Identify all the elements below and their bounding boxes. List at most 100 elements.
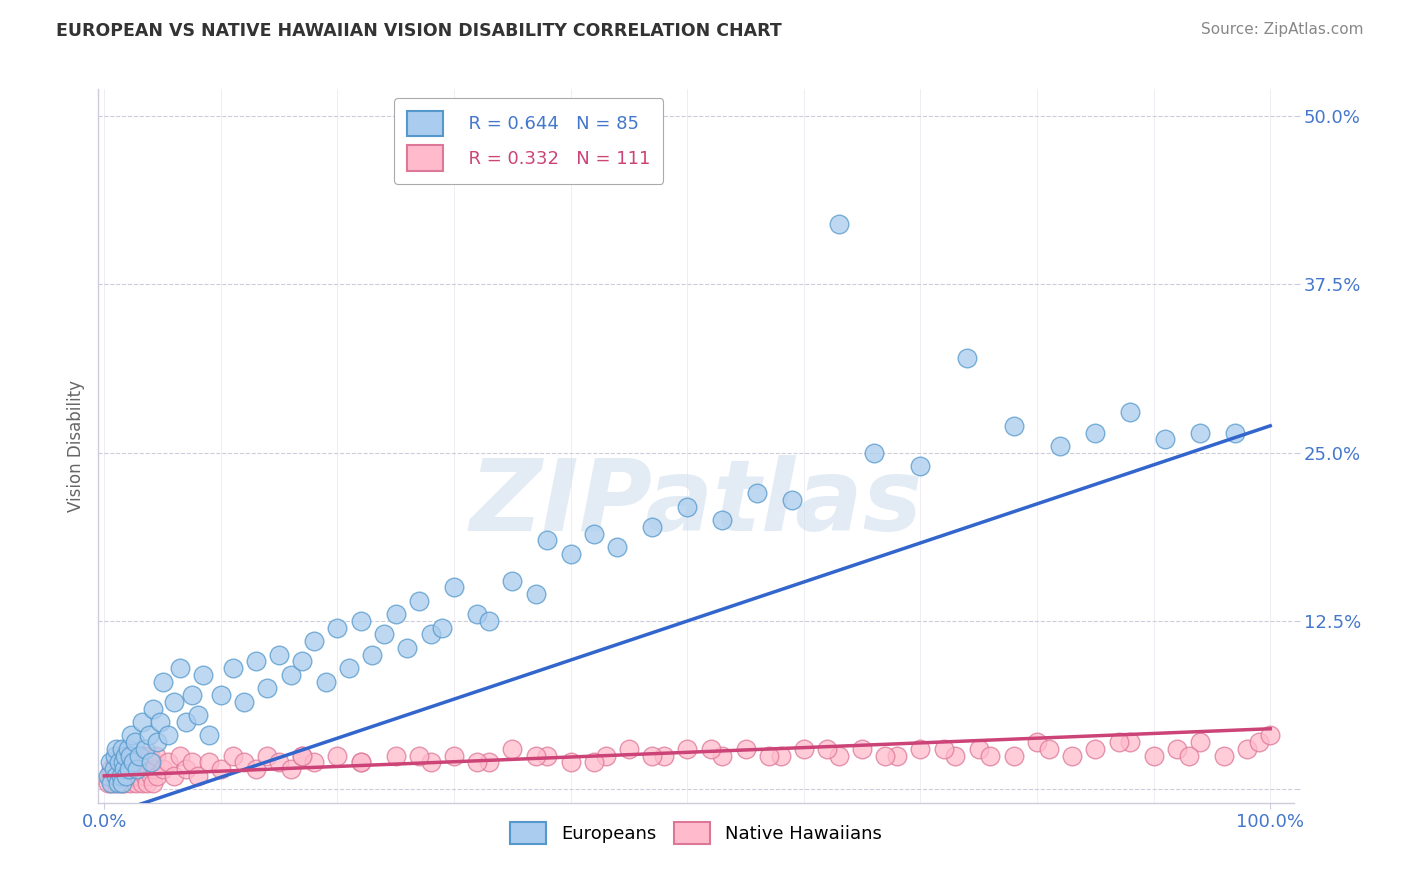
- Point: [350, 756, 373, 770]
- Point: [734, 742, 756, 756]
- Point: [524, 587, 547, 601]
- Point: [361, 648, 384, 662]
- Point: [350, 756, 373, 770]
- Point: [1258, 729, 1281, 743]
- Point: [1049, 439, 1071, 453]
- Point: [1084, 425, 1107, 440]
- Point: [582, 756, 605, 770]
- Point: [652, 748, 675, 763]
- Point: [326, 748, 349, 763]
- Point: [174, 762, 197, 776]
- Point: [501, 574, 523, 588]
- Point: [291, 748, 314, 763]
- Point: [851, 742, 873, 756]
- Point: [875, 748, 897, 763]
- Point: [617, 742, 640, 756]
- Point: [269, 756, 291, 770]
- Point: [97, 769, 120, 783]
- Point: [111, 756, 134, 770]
- Point: [302, 634, 325, 648]
- Point: [408, 748, 430, 763]
- Point: [103, 769, 125, 783]
- Point: [135, 748, 157, 763]
- Point: [124, 748, 146, 763]
- Point: [280, 762, 302, 776]
- Point: [101, 775, 124, 789]
- Point: [443, 748, 465, 763]
- Point: [793, 742, 815, 756]
- Point: [121, 756, 143, 770]
- Point: [1177, 748, 1199, 763]
- Point: [419, 627, 441, 641]
- Point: [209, 688, 232, 702]
- Point: [1002, 748, 1025, 763]
- Point: [117, 742, 139, 756]
- Point: [699, 742, 721, 756]
- Point: [198, 729, 221, 743]
- Point: [536, 748, 558, 763]
- Point: [956, 351, 979, 366]
- Point: [180, 756, 202, 770]
- Point: [967, 742, 990, 756]
- Point: [1084, 742, 1107, 756]
- Point: [138, 762, 160, 776]
- Point: [125, 762, 148, 776]
- Point: [142, 775, 165, 789]
- Point: [98, 769, 121, 783]
- Point: [536, 533, 558, 548]
- Point: [862, 446, 884, 460]
- Point: [1154, 432, 1177, 446]
- Point: [145, 769, 167, 783]
- Point: [1026, 735, 1049, 749]
- Point: [110, 775, 132, 789]
- Point: [373, 627, 395, 641]
- Text: Source: ZipAtlas.com: Source: ZipAtlas.com: [1201, 22, 1364, 37]
- Point: [747, 486, 769, 500]
- Point: [157, 756, 180, 770]
- Point: [132, 756, 155, 770]
- Point: [932, 742, 955, 756]
- Point: [118, 775, 141, 789]
- Point: [111, 775, 134, 789]
- Point: [269, 648, 291, 662]
- Point: [105, 762, 128, 776]
- Point: [233, 695, 256, 709]
- Point: [582, 526, 605, 541]
- Point: [945, 748, 967, 763]
- Point: [180, 688, 202, 702]
- Point: [97, 775, 120, 789]
- Point: [676, 500, 699, 514]
- Point: [419, 756, 441, 770]
- Text: EUROPEAN VS NATIVE HAWAIIAN VISION DISABILITY CORRELATION CHART: EUROPEAN VS NATIVE HAWAIIAN VISION DISAB…: [56, 22, 782, 40]
- Point: [104, 769, 127, 783]
- Point: [128, 769, 150, 783]
- Point: [1247, 735, 1270, 749]
- Point: [443, 580, 465, 594]
- Point: [524, 748, 547, 763]
- Point: [138, 748, 160, 763]
- Point: [117, 762, 139, 776]
- Point: [115, 769, 138, 783]
- Point: [114, 748, 136, 763]
- Point: [1142, 748, 1164, 763]
- Point: [111, 742, 134, 756]
- Point: [198, 756, 221, 770]
- Point: [560, 547, 582, 561]
- Point: [104, 756, 127, 770]
- Point: [1060, 748, 1083, 763]
- Y-axis label: Vision Disability: Vision Disability: [66, 380, 84, 512]
- Point: [118, 748, 141, 763]
- Point: [1212, 748, 1234, 763]
- Point: [125, 762, 148, 776]
- Point: [152, 674, 174, 689]
- Point: [118, 762, 141, 776]
- Point: [676, 742, 699, 756]
- Point: [145, 735, 167, 749]
- Point: [131, 775, 153, 789]
- Point: [595, 748, 617, 763]
- Point: [134, 742, 156, 756]
- Point: [104, 742, 127, 756]
- Point: [326, 621, 349, 635]
- Point: [134, 769, 156, 783]
- Point: [98, 756, 121, 770]
